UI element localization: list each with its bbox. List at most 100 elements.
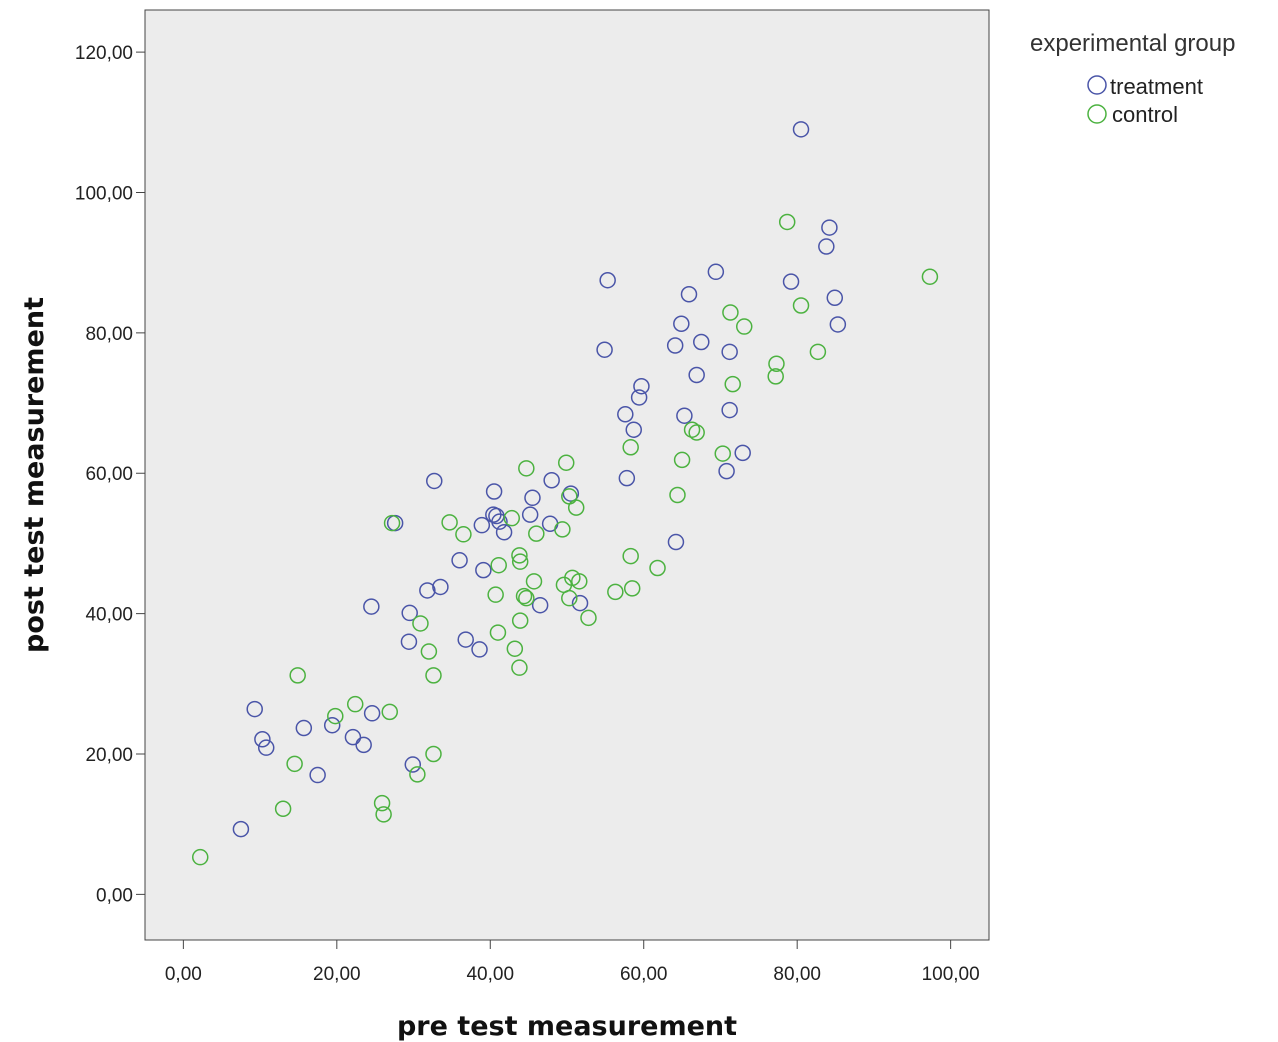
data-point-control	[489, 624, 507, 641]
data-point-treatment	[543, 472, 560, 489]
data-point-treatment	[491, 513, 508, 530]
data-point-control	[425, 745, 442, 763]
data-point-control	[511, 547, 528, 564]
data-point-treatment	[295, 719, 313, 737]
data-point-treatment	[718, 462, 735, 480]
data-point-treatment	[419, 582, 436, 599]
data-point-treatment	[680, 286, 698, 303]
data-point-treatment	[782, 273, 800, 290]
data-point-control	[809, 343, 827, 361]
data-point-control	[623, 580, 641, 597]
data-point-control	[722, 304, 739, 321]
y-tick-label: 100,00	[75, 183, 133, 204]
data-point-control	[567, 499, 585, 516]
data-point-control	[518, 589, 535, 607]
data-point-control	[286, 755, 303, 773]
data-point-treatment	[676, 407, 693, 424]
x-tick-label: 80,00	[773, 964, 821, 985]
data-point-control	[511, 659, 528, 676]
x-axis: 0,00 20,00 40,00 60,00 80,00 100,00	[165, 940, 980, 985]
data-point-control	[622, 547, 639, 565]
data-point-control	[607, 583, 624, 601]
legend-label-control: control	[1112, 102, 1178, 127]
data-point-control	[557, 454, 575, 471]
data-point-control	[622, 439, 639, 456]
data-point-treatment	[599, 271, 616, 289]
data-point-treatment	[721, 401, 738, 419]
y-tick-label: 0,00	[96, 885, 133, 906]
data-point-control	[327, 707, 344, 725]
data-point-control	[571, 573, 588, 590]
data-point-treatment	[475, 561, 492, 579]
data-point-control	[580, 609, 597, 627]
data-point-treatment	[571, 594, 589, 612]
data-point-control	[525, 573, 543, 590]
y-tick-label: 20,00	[85, 745, 133, 766]
data-point-treatment	[693, 333, 710, 351]
data-point-control	[373, 794, 391, 812]
data-point-treatment	[473, 516, 491, 534]
data-point-control	[554, 521, 571, 538]
data-point-control	[669, 486, 686, 504]
y-axis-title: post test measurement	[19, 297, 50, 653]
x-axis-title: pre test measurement	[397, 1011, 737, 1042]
data-point-treatment	[471, 641, 488, 658]
data-point-treatment	[521, 506, 539, 523]
y-tick-label: 80,00	[85, 324, 133, 345]
data-point-treatment	[792, 121, 810, 138]
legend: experimental group treatment control	[1030, 30, 1235, 127]
data-point-control	[425, 667, 442, 684]
data-point-treatment	[673, 315, 690, 332]
data-points	[191, 121, 939, 866]
data-point-treatment	[524, 489, 541, 507]
data-point-treatment	[232, 820, 250, 838]
data-point-treatment	[617, 406, 634, 423]
data-point-treatment	[707, 263, 725, 281]
data-point-control	[490, 556, 507, 574]
data-point-control	[518, 460, 535, 477]
data-point-treatment	[666, 337, 684, 354]
data-point-treatment	[355, 736, 372, 754]
series-control	[191, 213, 939, 866]
data-point-control	[683, 421, 701, 438]
data-point-control	[409, 766, 426, 783]
y-tick-label: 120,00	[75, 43, 133, 64]
data-point-treatment	[630, 389, 648, 406]
data-point-treatment	[596, 341, 613, 358]
data-point-treatment	[451, 552, 468, 569]
data-point-treatment	[829, 316, 847, 333]
data-point-control	[714, 445, 732, 462]
data-point-control	[383, 514, 401, 532]
y-tick-label: 40,00	[85, 605, 133, 626]
data-point-control	[768, 355, 785, 373]
data-point-control	[528, 525, 545, 542]
data-point-treatment	[400, 633, 418, 650]
plot-area	[144, 9, 990, 941]
x-tick-label: 100,00	[922, 964, 980, 985]
x-tick-label: 40,00	[466, 964, 514, 985]
data-point-treatment	[531, 596, 549, 614]
data-point-control	[420, 643, 438, 660]
data-point-treatment	[688, 366, 705, 384]
data-point-treatment	[323, 716, 341, 734]
data-point-control	[921, 268, 939, 285]
data-point-treatment	[562, 485, 580, 502]
data-point-treatment	[618, 469, 636, 487]
data-point-control	[441, 514, 458, 531]
data-point-control	[673, 451, 691, 469]
legend-title: experimental group	[1030, 30, 1235, 57]
data-point-treatment	[457, 631, 474, 648]
x-tick-label: 0,00	[165, 964, 202, 985]
data-point-control	[289, 667, 306, 684]
data-point-treatment	[633, 377, 650, 395]
data-point-control	[649, 559, 666, 577]
data-point-control	[455, 526, 472, 543]
data-point-control	[735, 318, 753, 335]
data-point-control	[506, 640, 524, 657]
data-point-control	[792, 297, 810, 314]
data-point-control	[724, 375, 741, 393]
data-point-treatment	[426, 472, 443, 490]
legend-label-treatment: treatment	[1110, 74, 1203, 99]
data-point-treatment	[344, 728, 362, 746]
